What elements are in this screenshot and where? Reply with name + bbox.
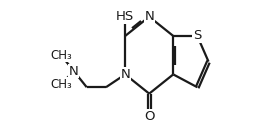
Text: CH₃: CH₃ <box>50 78 72 91</box>
Text: O: O <box>144 110 155 123</box>
Text: N: N <box>120 68 130 81</box>
Text: CH₃: CH₃ <box>50 49 72 62</box>
Text: HS: HS <box>116 10 134 23</box>
Text: N: N <box>69 65 79 78</box>
Text: S: S <box>193 30 201 42</box>
Text: N: N <box>144 10 154 23</box>
